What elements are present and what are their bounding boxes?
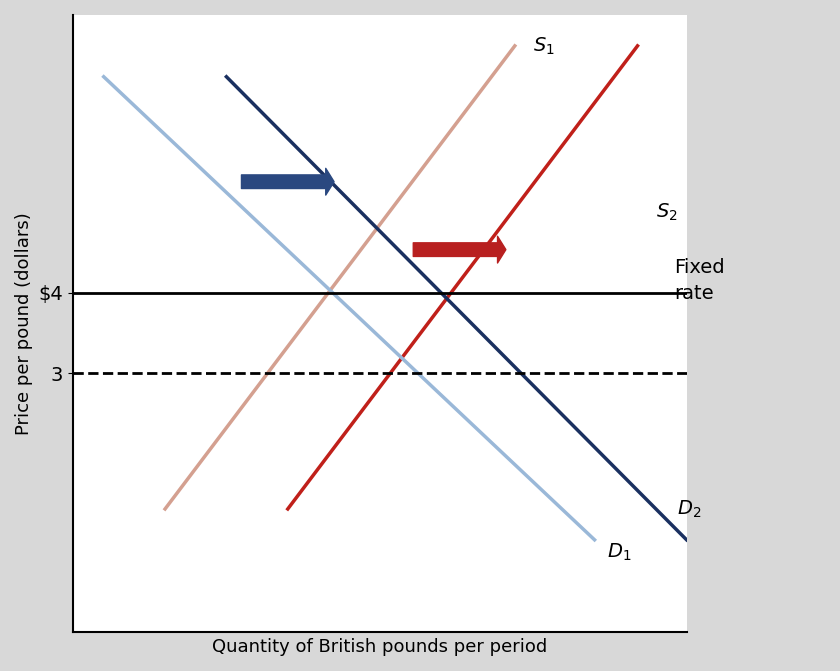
Text: $D_2$: $D_2$: [677, 499, 701, 519]
Text: $D_1$: $D_1$: [606, 541, 631, 563]
Text: Fixed
rate: Fixed rate: [675, 258, 725, 303]
Text: $S_2$: $S_2$: [656, 202, 678, 223]
Text: $S_1$: $S_1$: [533, 35, 555, 56]
X-axis label: Quantity of British pounds per period: Quantity of British pounds per period: [213, 638, 548, 656]
Y-axis label: Price per pound (dollars): Price per pound (dollars): [15, 212, 33, 435]
